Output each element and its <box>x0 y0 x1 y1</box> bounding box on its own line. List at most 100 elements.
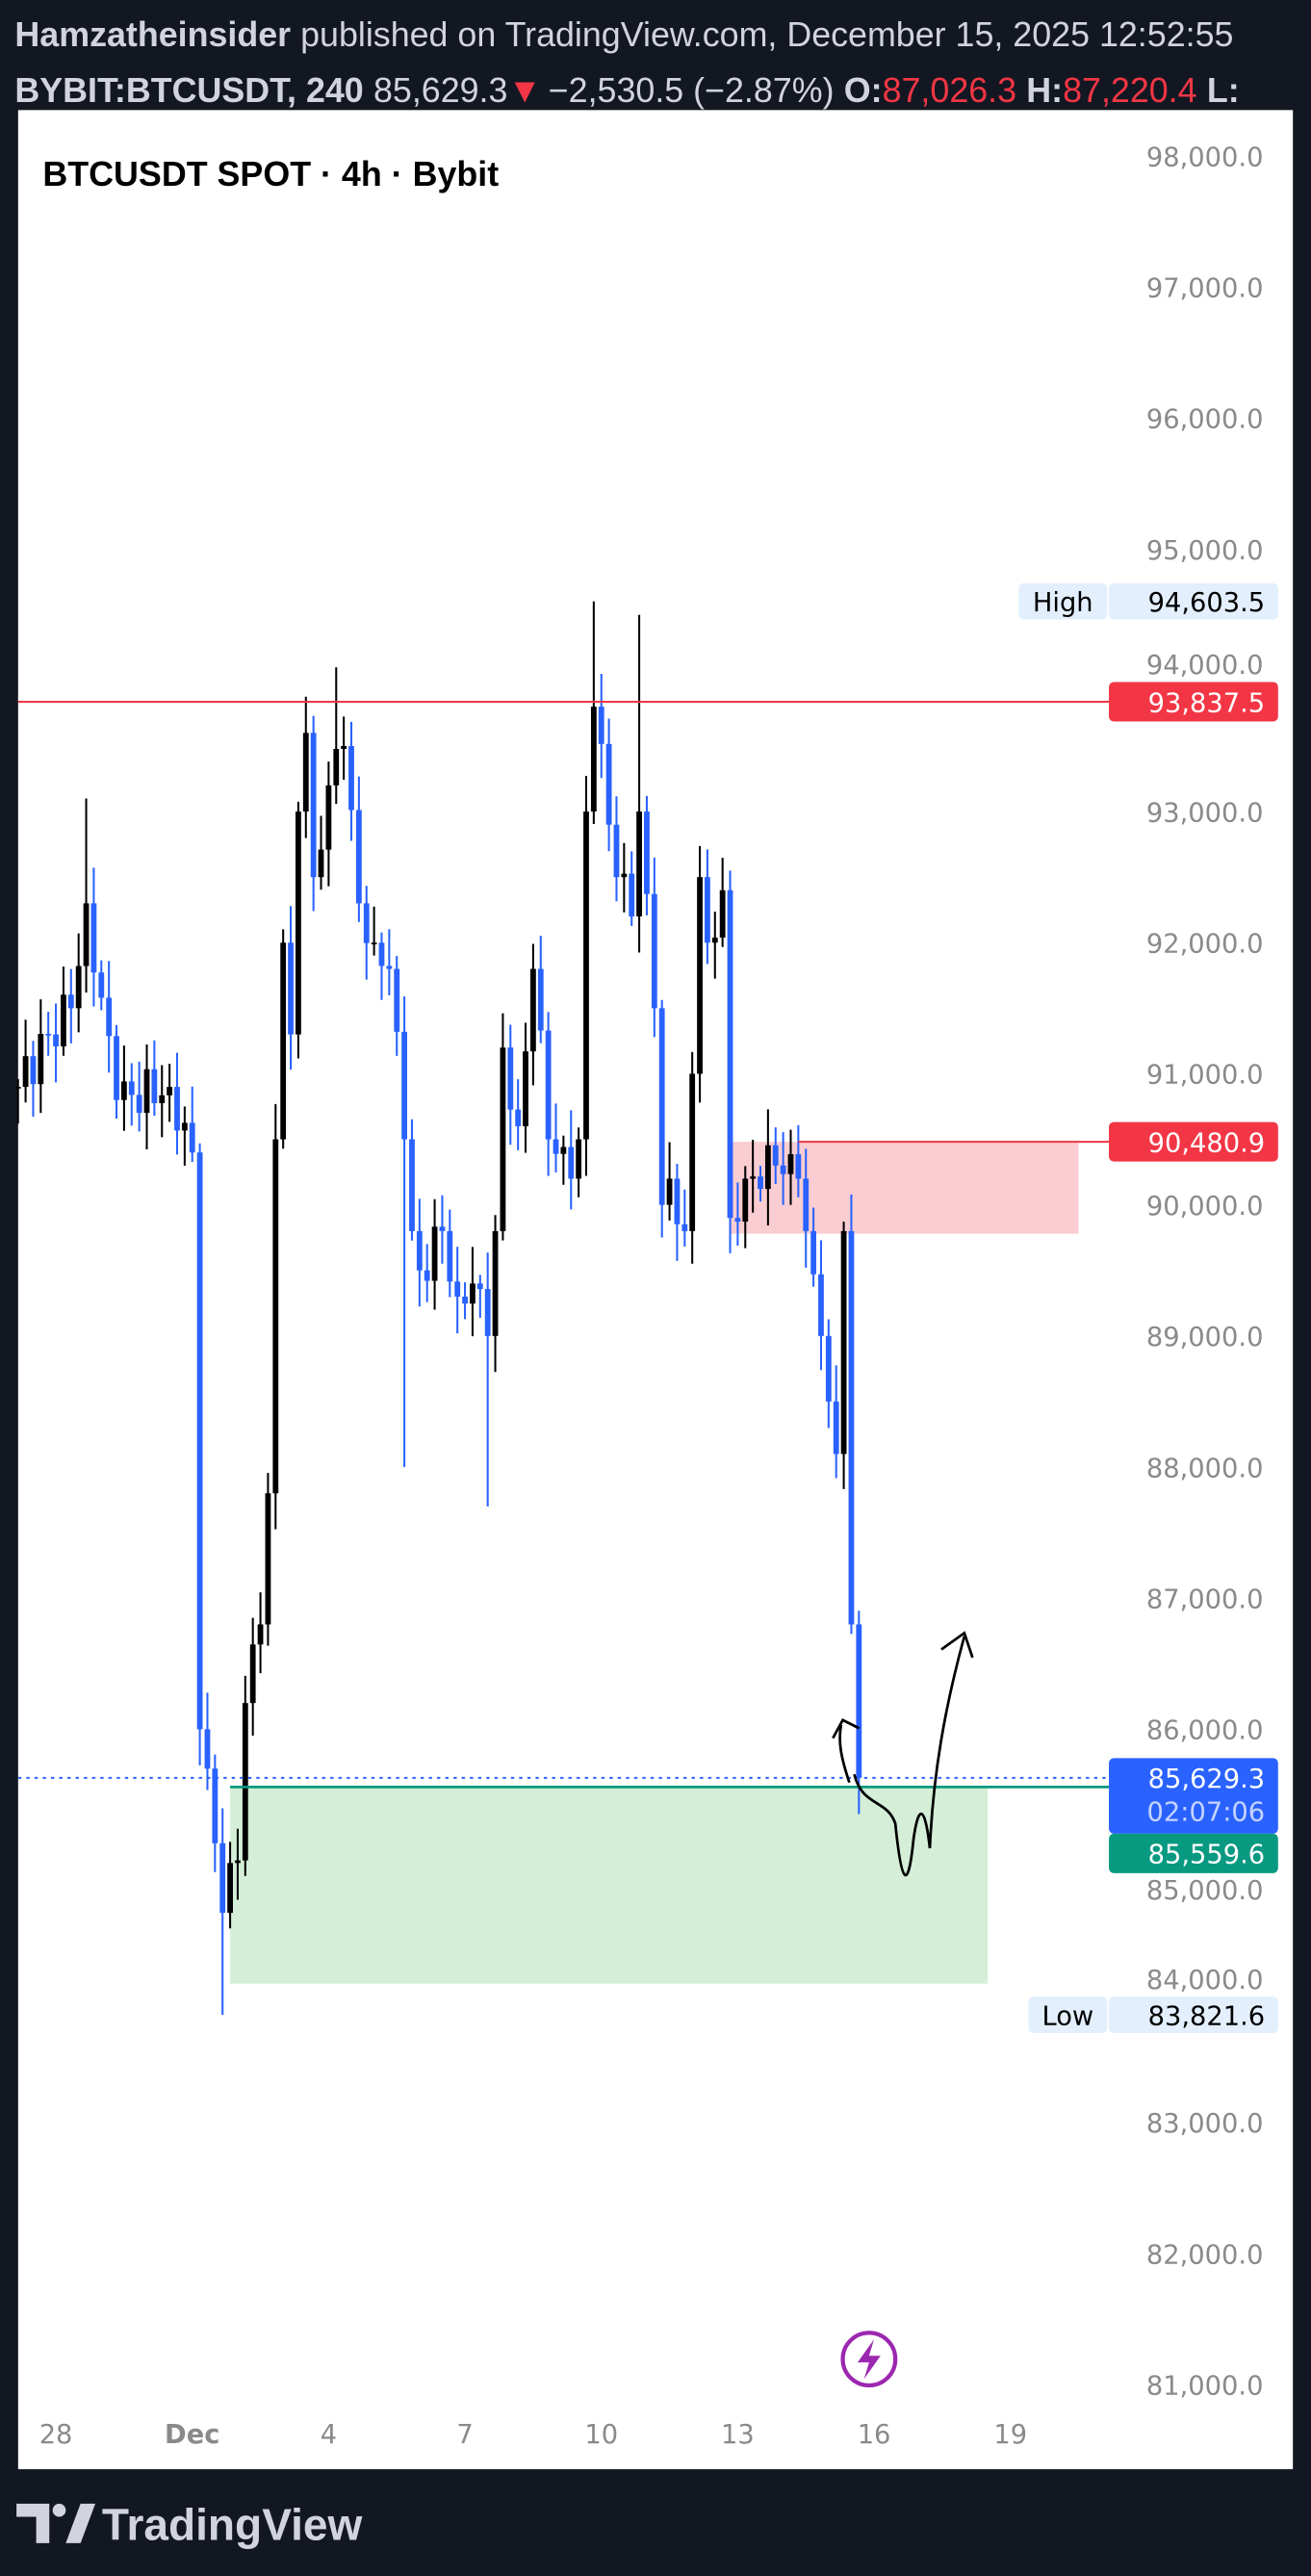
candle-body[interactable] <box>136 1095 142 1114</box>
lightning-bolt-icon[interactable] <box>840 2331 898 2388</box>
candle-body[interactable] <box>719 889 726 939</box>
candle-body[interactable] <box>636 811 642 917</box>
candle-body[interactable] <box>560 1146 567 1154</box>
candle-body[interactable] <box>598 707 604 744</box>
candle-body[interactable] <box>711 938 718 943</box>
time-axis[interactable]: 28 Dec 4 7 10 13 16 19 <box>39 2420 1027 2450</box>
candle-body[interactable] <box>758 1176 763 1190</box>
candle-body[interactable] <box>30 1056 37 1085</box>
candle-body[interactable] <box>371 942 377 944</box>
candle-body[interactable] <box>476 1283 483 1290</box>
candle-body[interactable] <box>143 1069 150 1114</box>
candle-body[interactable] <box>151 1069 158 1103</box>
candle-body[interactable] <box>470 1283 476 1304</box>
candle-body[interactable] <box>106 997 113 1037</box>
candle-body[interactable] <box>629 873 635 917</box>
candle-body[interactable] <box>848 1230 855 1625</box>
candle-body[interactable] <box>545 1030 552 1140</box>
candle-body[interactable] <box>500 1047 506 1231</box>
candle-body[interactable] <box>265 1493 271 1625</box>
candle-body[interactable] <box>666 1178 673 1205</box>
candle-body[interactable] <box>553 1139 559 1154</box>
candle-body[interactable] <box>856 1624 862 1778</box>
candle-body[interactable] <box>742 1178 749 1223</box>
candle-body[interactable] <box>355 810 362 904</box>
candle-body[interactable] <box>272 1139 279 1494</box>
candle-body[interactable] <box>644 811 650 894</box>
candle-body[interactable] <box>416 1230 423 1271</box>
candle-body[interactable] <box>61 994 66 1046</box>
candle-body[interactable] <box>697 877 703 1074</box>
candle-body[interactable] <box>454 1281 461 1297</box>
candle-body[interactable] <box>167 1087 173 1095</box>
tradingview-logo-icon[interactable] <box>16 2503 96 2543</box>
candle-body[interactable] <box>227 1863 233 1914</box>
candle-body[interactable] <box>795 1153 802 1179</box>
candle-body[interactable] <box>242 1703 248 1861</box>
candle-body[interactable] <box>310 733 317 878</box>
candle-body[interactable] <box>204 1729 211 1769</box>
candle-body[interactable] <box>280 942 287 1140</box>
candle-body[interactable] <box>750 1176 757 1179</box>
candle-body[interactable] <box>689 1073 696 1231</box>
candle-body[interactable] <box>568 1146 575 1179</box>
candle-body[interactable] <box>53 1034 59 1046</box>
candle-body[interactable] <box>45 1034 52 1036</box>
candle-body[interactable] <box>409 1139 415 1231</box>
candle-body[interactable] <box>341 745 347 750</box>
candle-body[interactable] <box>196 1152 203 1730</box>
candle-body[interactable] <box>235 1860 241 1864</box>
candle-body[interactable] <box>810 1230 817 1275</box>
candle-body[interactable] <box>181 1122 188 1131</box>
candle-body[interactable] <box>114 1036 119 1100</box>
candle-body[interactable] <box>818 1274 824 1336</box>
candle-body[interactable] <box>378 942 385 966</box>
candle-body[interactable] <box>288 942 294 1035</box>
candle-body[interactable] <box>529 968 536 1052</box>
candle-body[interactable] <box>348 745 354 811</box>
candle-body[interactable] <box>98 972 105 998</box>
candle-body[interactable] <box>515 1109 522 1126</box>
candle-body[interactable] <box>257 1624 264 1645</box>
candle-body[interactable] <box>83 903 90 966</box>
candle-body[interactable] <box>523 1051 528 1126</box>
chart-panel[interactable] <box>17 110 1294 2470</box>
candle-body[interactable] <box>658 1008 665 1205</box>
candle-body[interactable] <box>651 893 657 1009</box>
candle-body[interactable] <box>120 1081 127 1100</box>
candle-body[interactable] <box>764 1145 771 1190</box>
candle-body[interactable] <box>590 707 597 812</box>
candle-body[interactable] <box>333 749 340 786</box>
candle-body[interactable] <box>576 1139 582 1179</box>
candle-body[interactable] <box>462 1296 468 1304</box>
candle-body[interactable] <box>318 849 324 878</box>
candle-body[interactable] <box>439 1226 446 1231</box>
candle-body[interactable] <box>787 1153 794 1174</box>
candle-body[interactable] <box>212 1768 218 1843</box>
candle-body[interactable] <box>174 1087 180 1131</box>
candle-body[interactable] <box>492 1230 499 1336</box>
candle-body[interactable] <box>840 1230 847 1455</box>
candle-body[interactable] <box>674 1178 681 1224</box>
candle-body[interactable] <box>128 1081 135 1095</box>
candle-body[interactable] <box>447 1230 453 1282</box>
candle-body[interactable] <box>772 1145 779 1166</box>
candle-body[interactable] <box>780 1165 786 1174</box>
price-axis[interactable]: 98,000.0 97,000.0 96,000.0 95,000.0 94,000.0… <box>1146 142 1264 2401</box>
candle-body[interactable] <box>67 994 74 1009</box>
candle-body[interactable] <box>296 811 301 1035</box>
candle-body[interactable] <box>681 1224 688 1231</box>
candle-body[interactable] <box>833 1401 839 1455</box>
candle-body[interactable] <box>394 968 400 1032</box>
candle-body[interactable] <box>22 1056 29 1088</box>
candle-body[interactable] <box>159 1095 166 1103</box>
candle-body[interactable] <box>249 1644 256 1704</box>
candle-body[interactable] <box>219 1842 226 1914</box>
candle-body[interactable] <box>621 873 628 878</box>
candle-body[interactable] <box>734 1218 741 1223</box>
candle-body[interactable] <box>38 1034 44 1085</box>
candle-body[interactable] <box>431 1226 438 1281</box>
candle-body[interactable] <box>803 1178 810 1231</box>
candle-body[interactable] <box>705 877 710 943</box>
candle-body[interactable] <box>401 1031 408 1140</box>
